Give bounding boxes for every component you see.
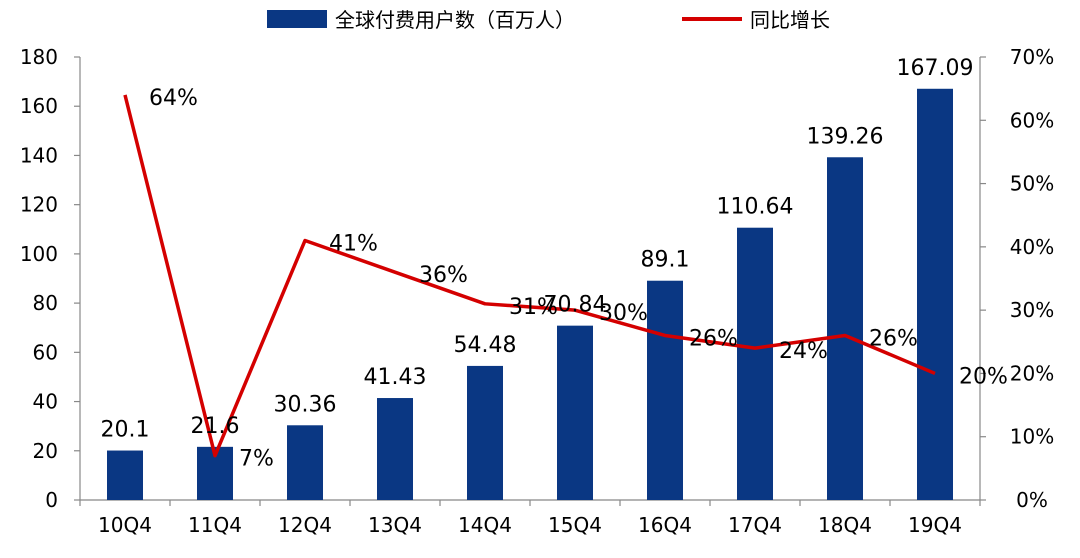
y-left-tick-label: 0 <box>45 488 58 512</box>
bar <box>287 425 323 500</box>
x-tick-label: 15Q4 <box>548 513 602 537</box>
bar <box>647 280 683 500</box>
growth-value-label: 36% <box>419 263 468 288</box>
y-left-tick-label: 40 <box>33 390 58 414</box>
bar-value-label: 167.09 <box>897 56 974 81</box>
axes: 0 20 40 60 80 100 120 140 160 180 0% 10% 20% 30% 40% 50… <box>20 45 1054 537</box>
y-right-tick-label: 20% <box>1010 361 1054 385</box>
bars <box>107 88 953 500</box>
y-left-tick-label: 120 <box>20 193 58 217</box>
bar-value-label: 139.26 <box>807 124 884 149</box>
growth-line-layer <box>123 94 936 458</box>
bar <box>107 450 143 500</box>
x-tick-label: 10Q4 <box>98 513 152 537</box>
bar-value-label: 70.84 <box>544 293 607 318</box>
bar-value-label: 54.48 <box>454 333 517 358</box>
bar-value-label: 41.43 <box>364 365 427 390</box>
growth-value-label: 41% <box>329 232 378 257</box>
bar-value-label: 89.1 <box>641 248 690 273</box>
y-right-tick-label: 50% <box>1010 172 1054 196</box>
legend-bar-label: 全球付费用户数（百万人） <box>335 8 575 32</box>
growth-value-label: 64% <box>149 86 198 111</box>
growth-value-label: 30% <box>599 301 648 326</box>
x-tick-label: 14Q4 <box>458 513 512 537</box>
x-tick-label: 16Q4 <box>638 513 692 537</box>
bar <box>917 88 953 500</box>
y-left-tick-label: 160 <box>20 94 58 118</box>
y-left-tick-label: 140 <box>20 143 58 167</box>
growth-value-label: 26% <box>689 326 738 351</box>
y-right-tick-label: 70% <box>1010 45 1054 69</box>
bar-value-label: 21.6 <box>191 414 240 439</box>
growth-value-label: 24% <box>779 339 828 364</box>
legend-bar-swatch <box>267 10 327 28</box>
growth-value-label: 26% <box>869 326 918 351</box>
bar <box>827 157 863 500</box>
y-left-tick-label: 180 <box>20 45 58 69</box>
growth-line <box>123 94 936 458</box>
growth-value-label: 31% <box>509 295 558 320</box>
y-left-tick-label: 20 <box>33 439 58 463</box>
x-tick-label: 17Q4 <box>728 513 782 537</box>
x-tick-label: 13Q4 <box>368 513 422 537</box>
y-left-tick-label: 100 <box>20 242 58 266</box>
data-labels: 20.1 21.6 30.36 41.43 54.48 70.84 89.1 110.64 13… <box>101 56 1008 472</box>
bar-value-label: 30.36 <box>274 392 337 417</box>
x-tick-label: 12Q4 <box>278 513 332 537</box>
x-tick-label: 18Q4 <box>818 513 872 537</box>
bar <box>557 325 593 500</box>
x-tick-label: 11Q4 <box>188 513 242 537</box>
bar-value-label: 20.1 <box>101 418 150 443</box>
y-right-tick-label: 60% <box>1010 108 1054 132</box>
y-right-tick-label: 30% <box>1010 298 1054 322</box>
growth-value-label: 20% <box>959 364 1008 389</box>
x-tick-label: 19Q4 <box>908 513 962 537</box>
y-right-tick-label: 10% <box>1010 425 1054 449</box>
bar <box>377 398 413 500</box>
growth-value-label: 7% <box>239 447 274 472</box>
y-right-tick-label: 0% <box>1016 488 1048 512</box>
bar-value-label: 110.64 <box>717 195 794 220</box>
legend-line-label: 同比增长 <box>750 8 830 32</box>
y-left-tick-label: 80 <box>33 291 58 315</box>
bar <box>467 365 503 500</box>
y-left-tick-label: 60 <box>33 340 58 364</box>
legend: 全球付费用户数（百万人） 同比增长 <box>267 8 830 32</box>
y-right-tick-label: 40% <box>1010 235 1054 259</box>
bar <box>737 227 773 500</box>
